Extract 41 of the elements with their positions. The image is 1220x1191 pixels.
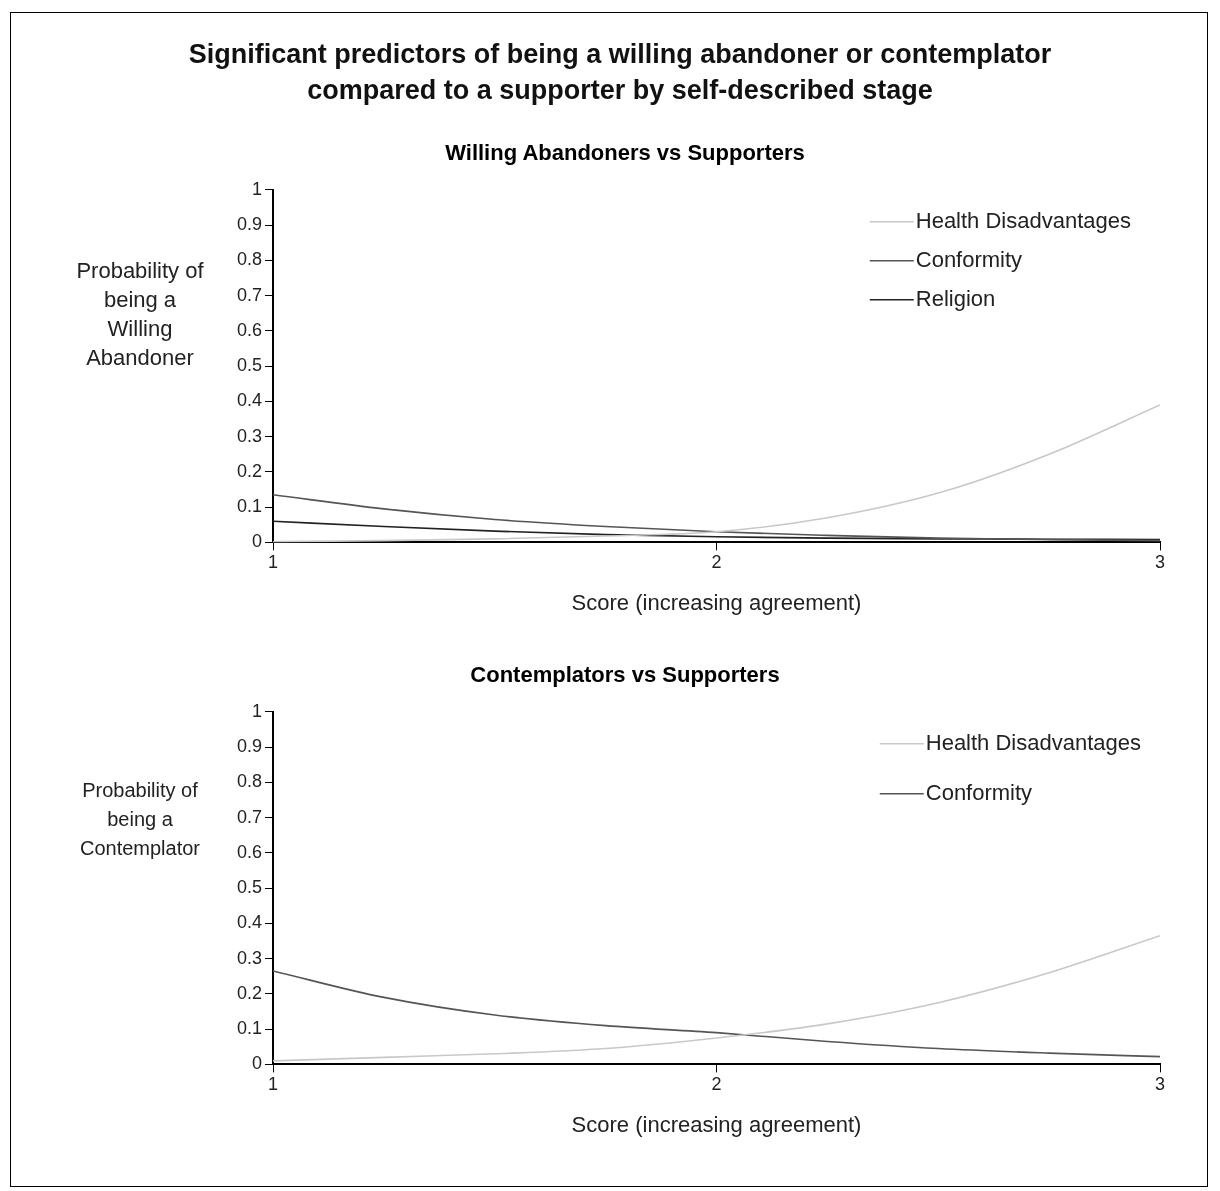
x-axis-title: Score (increasing agreement) — [570, 590, 863, 616]
x-tick-label: 1 — [267, 1074, 279, 1095]
y-tick-label: 0.3 — [236, 947, 262, 968]
y-axis-title: Probability of being a Willing Abandoner — [75, 257, 205, 372]
y-tick-label: 0.8 — [236, 771, 262, 792]
x-axis-title: Score (increasing agreement) — [570, 1112, 863, 1138]
y-tick-label: 0.6 — [236, 841, 262, 862]
x-tick-label: 3 — [1154, 552, 1166, 573]
y-tick-label: 0.7 — [236, 806, 262, 827]
y-tick-label: 0.9 — [236, 736, 262, 757]
legend-label: Conformity — [915, 246, 1023, 272]
legend-label: Religion — [915, 285, 996, 311]
y-tick-label: 0.1 — [236, 1018, 262, 1039]
chart-subtitle: Contemplators vs Supporters — [469, 662, 781, 688]
line-series — [273, 970, 1160, 1058]
y-tick-label: 1 — [251, 700, 262, 721]
y-tick-label: 0.7 — [236, 284, 262, 305]
y-tick-label: 0.8 — [236, 249, 262, 270]
y-tick-label: 0.2 — [236, 460, 262, 481]
y-tick-label: 0.3 — [236, 425, 262, 446]
chart-title: Significant predictors of being a willing abandoner or contemplator compared to a supporter by self-described stage — [187, 38, 1053, 107]
legend-label: Health Disadvantages — [915, 207, 1132, 233]
x-tick-label: 2 — [711, 552, 722, 573]
y-tick-label: 0.6 — [236, 319, 262, 340]
y-tick-label: 0.4 — [236, 912, 262, 933]
y-tick-label: 0 — [251, 1053, 262, 1074]
legend-label: Health Disadvantages — [925, 729, 1142, 755]
y-tick-label: 0.4 — [236, 390, 262, 411]
x-tick-label: 2 — [711, 1074, 722, 1095]
y-axis-title: Probability of being a Contemplator — [78, 778, 202, 861]
legend-label: Conformity — [925, 779, 1033, 805]
y-tick-label: 0.1 — [236, 496, 262, 517]
x-tick-label: 3 — [1154, 1074, 1166, 1095]
y-tick-label: 0.5 — [236, 877, 262, 898]
y-tick-label: 1 — [251, 178, 262, 199]
chart-subtitle: Willing Abandoners vs Supporters — [444, 140, 806, 166]
y-tick-label: 0.9 — [236, 214, 262, 235]
x-tick-label: 1 — [267, 552, 279, 573]
y-tick-label: 0.2 — [236, 982, 262, 1003]
y-tick-label: 0 — [251, 531, 262, 552]
y-tick-label: 0.5 — [236, 355, 262, 376]
